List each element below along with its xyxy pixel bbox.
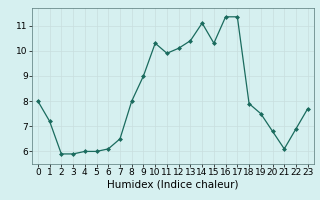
X-axis label: Humidex (Indice chaleur): Humidex (Indice chaleur) [107,180,238,190]
